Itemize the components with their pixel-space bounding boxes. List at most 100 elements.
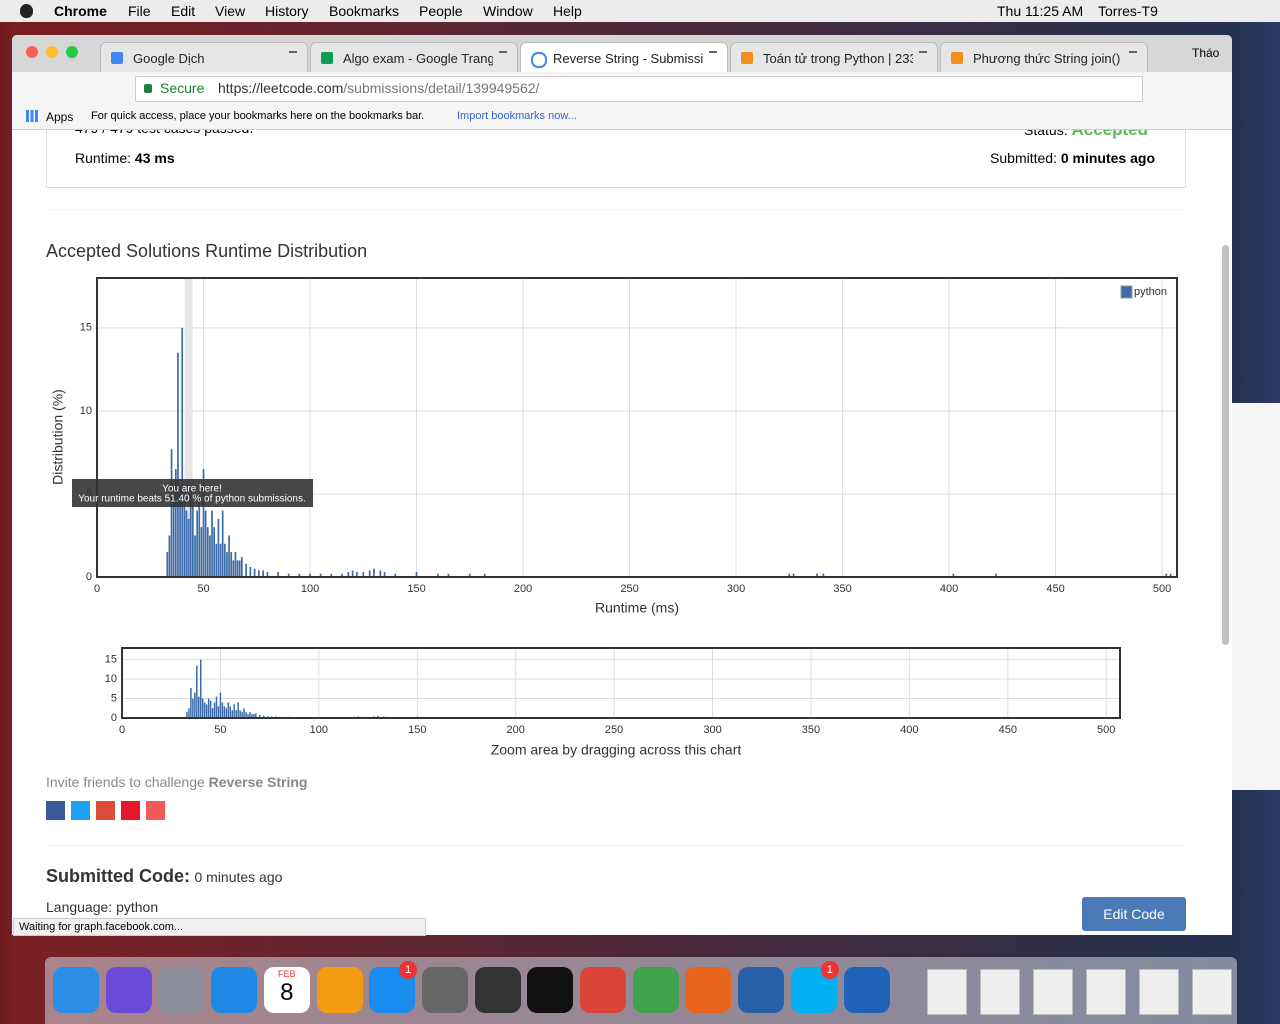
apps[interactable]: Apps [46,110,74,124]
dock-icon[interactable] [738,967,785,1013]
dock-icon[interactable] [316,967,363,1013]
bar [262,715,265,718]
x-tick-label: 500 [1097,724,1115,736]
bar [198,696,200,718]
tab[interactable]: Reverse String - Submission [520,42,728,73]
bar [822,573,825,577]
bar [816,573,818,577]
dock-icon[interactable] [158,967,205,1013]
import-link[interactable]: Import bookmarks now... [457,110,577,122]
user[interactable]: Torres-T9 [1098,3,1158,19]
dock-icon[interactable] [211,967,258,1013]
share-button[interactable] [46,801,65,820]
tooltip-title: You are here! [162,484,222,495]
x-tick-label: 150 [407,583,425,595]
dock-icon[interactable] [685,967,732,1013]
dock-file[interactable] [927,969,967,1015]
minimize-button[interactable] [46,46,58,58]
menu-item[interactable]: History [265,3,309,19]
share-button[interactable] [121,801,140,820]
bar [347,572,350,577]
app-name[interactable]: Chrome [54,3,107,19]
dock-icon[interactable]: 1 [369,961,418,1013]
tab-close[interactable] [499,51,507,61]
bar [227,702,230,718]
menu-item[interactable]: View [215,3,246,19]
tab-close[interactable] [289,51,297,61]
dock-icon[interactable] [421,967,468,1013]
dock-icon[interactable] [474,967,521,1013]
address-row: Secure https://leetcode.com/submissions/… [12,72,1232,105]
bar [255,713,257,718]
bar [199,659,202,718]
dock-file[interactable] [1086,969,1126,1015]
code-time: 0 minutes ago [194,869,283,885]
dock-icon[interactable] [632,967,679,1013]
bookmarks-hint: For quick access, place your bookmarks h… [91,110,425,122]
bar [228,535,230,577]
x-tick-label: 150 [408,724,426,736]
dock-icon[interactable] [53,967,99,1013]
dock-icon[interactable] [843,967,890,1013]
x-tick-label: 200 [507,724,525,736]
dock-file[interactable] [1192,969,1232,1015]
highlight-band [184,278,193,577]
bar [415,572,418,577]
share-button[interactable] [96,801,115,820]
calendar-month: FEB [278,969,296,979]
y-tick-label: 0 [111,712,117,724]
dock-icon[interactable]: FEB 8 [263,967,310,1013]
zoom-button[interactable] [66,46,78,58]
profile[interactable]: Tháo [1192,46,1220,60]
menu-item[interactable]: File [128,3,151,19]
bar [219,692,222,718]
tab[interactable]: Toán tử trong Python | 233 [730,42,938,73]
tab-close[interactable] [1129,51,1137,61]
menu-item[interactable]: Window [483,3,533,19]
bar [251,714,253,718]
bar [249,712,251,718]
y-tick-label: 15 [105,654,117,666]
bar [792,573,795,577]
x-tick-label: 400 [900,724,918,736]
dock-file[interactable] [980,969,1020,1015]
edit-code-button[interactable]: Edit Code [1082,897,1186,931]
tab[interactable]: Google Dịch [100,42,308,73]
menu-item[interactable]: Edit [171,3,196,19]
tab[interactable]: Phương thức String join() tr [940,42,1148,73]
dock-file[interactable] [1033,969,1073,1015]
y-tick-label: 10 [105,673,117,685]
dock-file[interactable] [1139,969,1179,1015]
tab-icon [951,52,963,64]
menu-item[interactable]: Help [553,3,582,19]
tab[interactable]: Algo exam - Google Trang t [310,42,518,73]
url-box[interactable]: Secure https://leetcode.com/submissions/… [135,76,1143,102]
apple-logo[interactable] [20,4,33,18]
dock-icon[interactable] [580,967,626,1013]
bar [241,712,243,718]
menu-item[interactable]: Bookmarks [329,3,400,19]
menu-item[interactable]: People [419,3,463,19]
dock-icon[interactable] [527,967,574,1013]
bar [483,573,486,577]
tab-close[interactable] [709,51,717,61]
dock-icon[interactable]: 1 [790,961,839,1013]
bar [166,552,169,577]
tab-title: Algo exam - Google Trang t [343,51,493,66]
bar [213,702,216,718]
dock-icon[interactable] [105,967,152,1013]
tooltip-text: Your runtime beats 51.40 % of python sub… [78,494,306,505]
x-tick-label: 500 [1153,583,1171,595]
runtime-label: Runtime: [75,150,132,166]
share-button[interactable] [71,801,90,820]
invite: Invite friends to challenge Reverse Stri… [46,774,307,790]
x-tick-label: 450 [999,724,1017,736]
share-button[interactable] [146,801,165,820]
close-button[interactable] [26,46,38,58]
bar [179,485,181,577]
clock[interactable]: Thu 11:25 AM [997,3,1084,19]
invite-problem: Reverse String [208,774,308,790]
x-tick-label: 300 [727,583,745,595]
tab-close[interactable] [919,51,927,61]
tab-title: Google Dịch [133,51,205,66]
